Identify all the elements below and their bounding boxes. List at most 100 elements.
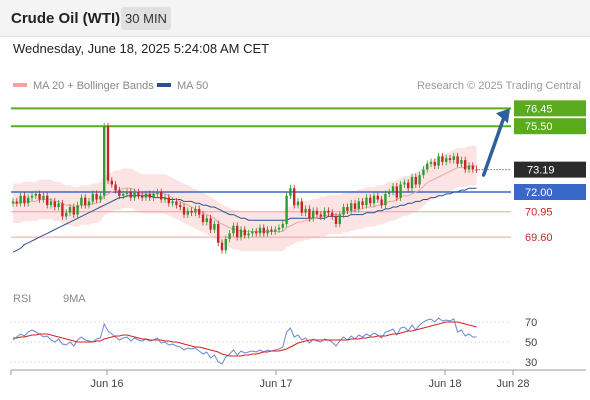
x-axis-label-1: Jun 17 <box>259 378 292 390</box>
rsi-ma-line <box>13 321 477 357</box>
candle-body <box>213 223 216 230</box>
candle-body <box>49 201 53 206</box>
rsi-line <box>12 317 477 365</box>
candle-body <box>475 169 478 171</box>
candle-body <box>224 239 227 251</box>
candle-body <box>255 231 258 234</box>
target-arrow-head <box>496 108 510 124</box>
candle-body <box>380 199 383 206</box>
candle-body <box>441 156 444 162</box>
candle-body <box>76 205 79 215</box>
candle-body <box>144 193 148 198</box>
support-level-label-3: 70.95 <box>525 207 553 219</box>
current-price-label: 73.19 <box>527 165 555 177</box>
header-bar: Crude Oil (WTI) 30 MIN <box>0 0 590 37</box>
candle-body <box>53 201 56 208</box>
rsi-tick-label-2: 30 <box>525 357 537 369</box>
candle-body <box>236 225 239 238</box>
candle-body <box>163 197 167 200</box>
candle-body <box>167 197 170 204</box>
resistance-level-tag-1 <box>514 118 586 135</box>
candle-body <box>232 225 235 234</box>
current-price-tag <box>514 161 586 178</box>
candle-body <box>308 208 311 219</box>
candle-body <box>403 182 406 185</box>
candle-body <box>391 186 395 192</box>
candle-body <box>285 195 288 224</box>
candle-body <box>350 203 353 211</box>
candle-body <box>346 207 349 211</box>
candle-body <box>407 182 410 189</box>
candle-body <box>361 201 364 206</box>
candle-body <box>34 193 37 196</box>
candle-body <box>270 229 273 232</box>
timeframe-button[interactable]: 30 MIN <box>121 7 171 30</box>
candle-body <box>84 197 87 206</box>
candle-body <box>251 231 254 234</box>
candle-body <box>61 203 64 217</box>
candle-body <box>399 184 402 198</box>
candle-body <box>414 176 417 185</box>
candle-body <box>125 192 129 194</box>
candle-body <box>426 163 429 170</box>
candle-body <box>30 195 34 198</box>
candle-body <box>198 208 201 215</box>
datetime-label: Wednesday, June 18, 2025 5:24:08 AM CET <box>13 41 270 56</box>
candle-body <box>277 227 281 230</box>
candle-body <box>293 188 296 206</box>
candle-body <box>372 195 376 204</box>
candle-body <box>46 195 49 206</box>
rsi-tick-label-0: 70 <box>525 317 537 329</box>
candle-body <box>388 192 391 194</box>
resistance-level-label-1: 75.50 <box>525 121 553 133</box>
candle-body <box>65 212 68 217</box>
candle-body <box>338 214 341 224</box>
candle-body <box>15 201 18 204</box>
candle-body <box>72 207 75 215</box>
candle-body <box>274 229 277 232</box>
candle-body <box>160 192 163 200</box>
candle-body <box>57 203 60 208</box>
legend-ma50-label: MA 50 <box>177 80 209 92</box>
candle-body <box>456 156 459 164</box>
candle-body <box>315 210 319 215</box>
candle-body <box>266 229 269 234</box>
candle-body <box>171 201 174 204</box>
candle-body <box>80 197 83 206</box>
candle-body <box>220 242 224 251</box>
candle-body <box>369 197 372 204</box>
legend-bollinger-swatch <box>13 83 27 88</box>
candle-body <box>433 161 436 166</box>
candle-body <box>133 192 136 198</box>
legend-rsi: RSI <box>13 293 31 305</box>
candle-body <box>357 201 360 209</box>
legend-rsi-label: RSI <box>13 293 32 305</box>
candle-body <box>395 186 398 198</box>
copyright-label: Research © 2025 Trading Central <box>416 80 581 92</box>
candle-body <box>106 126 110 181</box>
candle-body <box>452 156 455 161</box>
candle-body <box>353 203 357 209</box>
candle-body <box>91 193 94 202</box>
candle-body <box>448 158 452 161</box>
candle-body <box>422 169 425 176</box>
candle-body <box>175 201 178 206</box>
candle-body <box>99 195 102 200</box>
candle-body <box>114 184 117 191</box>
bollinger-band <box>13 145 477 252</box>
candle-body <box>334 216 338 224</box>
candle-body <box>460 160 463 164</box>
candle-body <box>27 197 30 204</box>
legend-bollinger: MA 20 + Bollinger Bands <box>13 80 154 92</box>
candle-body <box>323 210 326 217</box>
candle-body <box>296 201 300 206</box>
candle-body <box>141 195 144 198</box>
ma50-line <box>12 187 477 253</box>
candle-body <box>467 165 471 170</box>
candle-body <box>103 126 106 196</box>
pivot-level-tag-2 <box>514 184 586 200</box>
x-axis-label-3: Jun 28 <box>496 378 529 390</box>
candle-body <box>365 197 368 206</box>
candle-body <box>327 210 330 213</box>
